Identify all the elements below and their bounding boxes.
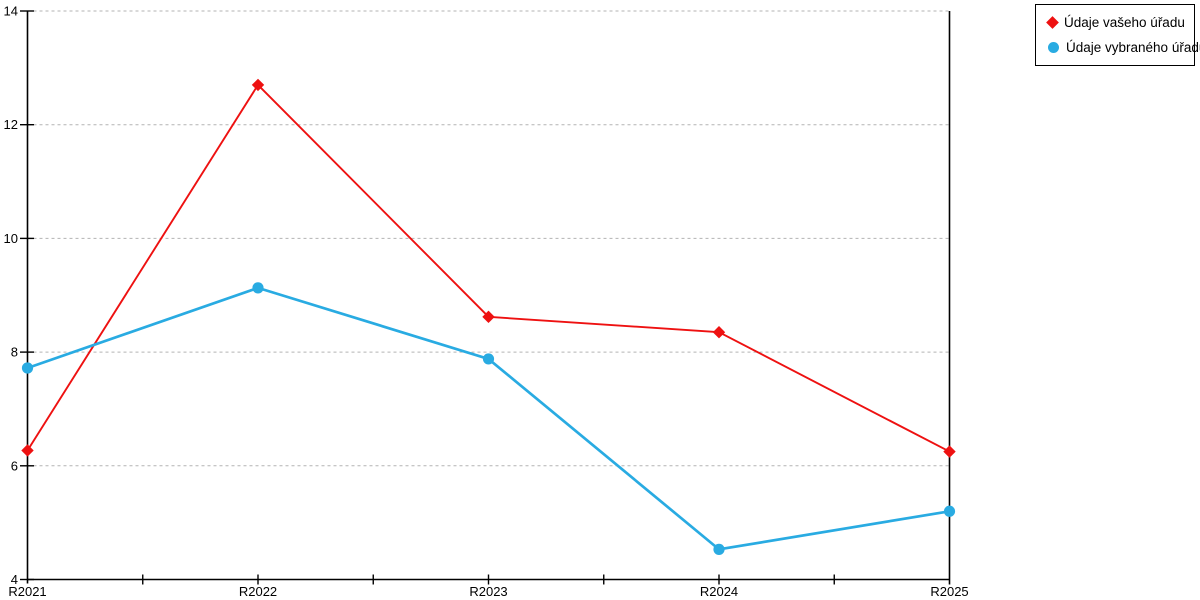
data-point-diamond (712, 326, 726, 339)
legend-item-selected-office: Údaje vybraného úřadu (1048, 40, 1200, 55)
x-tick-label: R2022 (239, 584, 277, 599)
series-line (26, 83, 950, 453)
legend-label-selected-office: Údaje vybraného úřadu (1066, 40, 1200, 55)
y-tick-label: 6 (11, 458, 18, 473)
x-tick-label: R2025 (930, 584, 968, 599)
y-tick-label: 8 (11, 345, 18, 360)
data-point-circle (252, 282, 264, 294)
data-point-circle (943, 505, 956, 517)
data-point-diamond (943, 445, 956, 458)
legend: Údaje vašeho úřadu Údaje vybraného úřadu (1035, 4, 1200, 66)
data-point-circle (482, 353, 495, 365)
y-tick-label: 10 (4, 231, 18, 246)
x-tick-label: R2024 (700, 584, 738, 599)
legend-label-your-office: Údaje vašeho úřadu (1064, 15, 1185, 30)
red-diamond-marker (1046, 16, 1059, 29)
data-point-circle (21, 362, 34, 374)
blue-circle-marker (1048, 42, 1059, 53)
x-tick-label: R2023 (469, 584, 507, 599)
y-tick-label: 12 (4, 117, 18, 132)
y-tick-label: 4 (11, 572, 18, 587)
data-point-diamond (482, 310, 495, 324)
x-tick-label: R2021 (8, 584, 46, 599)
legend-item-your-office: Údaje vašeho úřadu (1046, 15, 1194, 30)
y-tick-label: 14 (4, 4, 18, 19)
data-point-circle (713, 543, 725, 555)
data-point-diamond (251, 78, 265, 92)
data-point-diamond (21, 444, 34, 457)
series-line (27, 286, 950, 551)
